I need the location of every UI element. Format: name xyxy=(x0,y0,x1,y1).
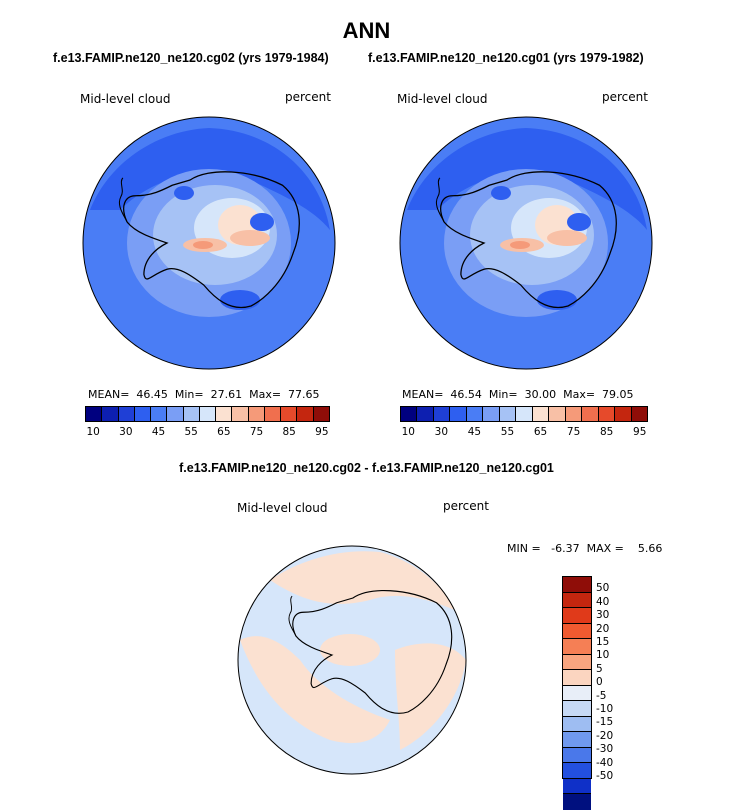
colorbar-swatch xyxy=(151,407,168,421)
diff-colorbar xyxy=(562,576,592,810)
colorbar-swatch xyxy=(281,407,298,421)
figure-title: ANN xyxy=(342,18,391,43)
colorbar-swatch xyxy=(563,654,591,670)
colorbar-swatch xyxy=(563,623,591,639)
colorbar-swatch xyxy=(563,763,591,779)
colorbar-swatch xyxy=(631,407,648,421)
colorbar-tick-label: -50 xyxy=(596,770,614,782)
colorbar-swatch xyxy=(563,701,591,717)
colorbar-swatch xyxy=(264,407,282,421)
colorbar-swatch xyxy=(563,608,591,624)
colorbar-tick-label: 75 xyxy=(566,426,581,438)
panel1-variable-label: Mid-level cloud xyxy=(80,92,171,106)
colorbar-tick-label: 10 xyxy=(401,426,415,438)
colorbar-tick-label: 20 xyxy=(596,622,610,635)
panel1-units-label: percent xyxy=(285,90,331,104)
panel2-variable-label: Mid-level cloud xyxy=(397,92,488,106)
colorbar-tick-label: -40 xyxy=(596,756,614,769)
colorbar-swatch xyxy=(532,407,550,421)
colorbar-swatch xyxy=(134,407,152,421)
colorbar-tick-label: 55 xyxy=(184,426,198,438)
colorbar-swatch xyxy=(86,407,103,421)
panel1-stats: MEAN= 46.45 Min= 27.61 Max= 77.65 xyxy=(88,388,320,401)
colorbar-swatch xyxy=(563,685,591,701)
colorbar-swatch xyxy=(199,407,217,421)
colorbar-swatch xyxy=(563,716,591,732)
colorbar-swatch xyxy=(563,577,591,593)
diff-map xyxy=(238,546,466,774)
colorbar-tick-label: 30 xyxy=(119,426,133,438)
colorbar-tick-label: 85 xyxy=(599,426,614,438)
colorbar-tick-label: -30 xyxy=(596,743,614,756)
colorbar-tick-label: 40 xyxy=(596,595,610,608)
map-canvas xyxy=(82,116,653,775)
colorbar-swatch xyxy=(549,407,566,421)
colorbar-swatch xyxy=(563,639,591,655)
colorbar-tick-label: 15 xyxy=(596,636,610,648)
colorbar-tick-label: 30 xyxy=(596,609,610,622)
colorbar-swatch xyxy=(565,407,583,421)
colorbar-swatch xyxy=(466,407,484,421)
colorbar-tick-label: -5 xyxy=(596,689,607,702)
panel2-colorbar xyxy=(400,406,648,422)
colorbar-swatch xyxy=(582,407,599,421)
colorbar-tick-label: 55 xyxy=(500,426,515,438)
panel1-case-title: f.e13.FAMIP.ne120_ne120.cg02 (yrs 1979-1… xyxy=(53,51,329,65)
colorbar-tick-label: 65 xyxy=(533,426,548,438)
diff-title: f.e13.FAMIP.ne120_ne120.cg02 - f.e13.FAM… xyxy=(179,461,554,475)
diff-stats: MIN = -6.37 MAX = 5.66 xyxy=(507,542,663,555)
diff-variable-label: Mid-level cloud xyxy=(237,501,328,515)
colorbar-tick-label: 75 xyxy=(249,426,264,438)
colorbar-tick-label: 10 xyxy=(86,426,100,438)
panel1-map xyxy=(83,117,335,369)
colorbar-swatch xyxy=(297,407,314,421)
colorbar-tick-label: 45 xyxy=(467,426,482,438)
colorbar-swatch xyxy=(183,407,200,421)
colorbar-swatch xyxy=(102,407,119,421)
colorbar-tick-label: -10 xyxy=(596,703,614,715)
colorbar-tick-label: 50 xyxy=(596,582,610,595)
colorbar-swatch xyxy=(563,732,591,748)
panel1-colorbar xyxy=(85,406,330,422)
colorbar-swatch xyxy=(118,407,135,421)
colorbar-tick-label: 5 xyxy=(596,662,603,675)
colorbar-tick-label: 30 xyxy=(434,426,449,438)
panel2-case-title: f.e13.FAMIP.ne120_ne120.cg01 (yrs 1979-1… xyxy=(368,51,644,65)
colorbar-tick-label: 65 xyxy=(217,426,231,438)
colorbar-swatch xyxy=(232,407,249,421)
colorbar-swatch xyxy=(563,670,591,686)
colorbar-swatch xyxy=(598,407,616,421)
colorbar-swatch xyxy=(167,407,184,421)
colorbar-swatch xyxy=(563,778,591,794)
panel2-units-label: percent xyxy=(602,90,648,104)
colorbar-tick-label: -20 xyxy=(596,729,614,742)
colorbar-swatch xyxy=(450,407,467,421)
colorbar-swatch xyxy=(563,747,591,763)
panel2-map xyxy=(400,117,652,369)
colorbar-tick-label: -15 xyxy=(596,716,614,729)
colorbar-tick-label: 45 xyxy=(151,426,166,438)
colorbar-tick-label: 95 xyxy=(633,426,647,438)
colorbar-swatch xyxy=(313,407,329,421)
colorbar-swatch xyxy=(499,407,517,421)
colorbar-swatch xyxy=(433,407,451,421)
colorbar-tick-label: 95 xyxy=(315,426,329,438)
colorbar-swatch xyxy=(516,407,533,421)
colorbar-tick-label: 0 xyxy=(596,676,603,689)
panel2-stats: MEAN= 46.54 Min= 30.00 Max= 79.05 xyxy=(402,388,634,401)
colorbar-tick-label: 10 xyxy=(596,649,610,662)
colorbar-swatch xyxy=(615,407,632,421)
colorbar-swatch xyxy=(563,794,591,810)
colorbar-tick-label: 85 xyxy=(282,426,296,438)
colorbar-swatch xyxy=(216,407,233,421)
colorbar-swatch xyxy=(563,592,591,608)
colorbar-swatch xyxy=(401,407,418,421)
colorbar-swatch xyxy=(248,407,265,421)
diff-units-label: percent xyxy=(443,499,489,513)
colorbar-swatch xyxy=(483,407,500,421)
colorbar-swatch xyxy=(417,407,434,421)
